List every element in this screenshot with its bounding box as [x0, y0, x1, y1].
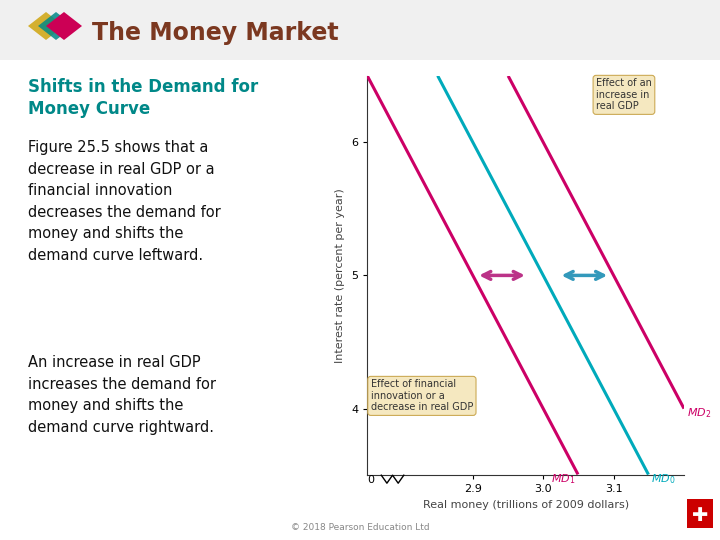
Polygon shape [28, 12, 64, 40]
Text: ✚: ✚ [692, 506, 708, 525]
Text: $MD_1$: $MD_1$ [552, 472, 576, 485]
Text: 0: 0 [367, 475, 374, 485]
Text: The Money Market: The Money Market [92, 21, 338, 45]
Bar [0, 0, 720, 60]
Text: $MD_2$: $MD_2$ [687, 406, 711, 420]
Polygon shape [38, 12, 74, 40]
Text: Effect of an
increase in
real GDP: Effect of an increase in real GDP [596, 78, 652, 111]
Text: +: + [690, 501, 711, 525]
Text: © 2018 Pearson Education Ltd: © 2018 Pearson Education Ltd [291, 523, 429, 532]
Text: $MD_0$: $MD_0$ [652, 472, 676, 485]
Text: Shifts in the Demand for
Money Curve: Shifts in the Demand for Money Curve [28, 78, 258, 118]
Text: Figure 25.5 shows that a
decrease in real GDP or a
financial innovation
decrease: Figure 25.5 shows that a decrease in rea… [28, 140, 221, 263]
Text: An increase in real GDP
increases the demand for
money and shifts the
demand cur: An increase in real GDP increases the de… [28, 355, 216, 435]
Y-axis label: Interest rate (percent per year): Interest rate (percent per year) [336, 188, 346, 363]
Text: Effect of financial
innovation or a
decrease in real GDP: Effect of financial innovation or a decr… [371, 379, 473, 413]
X-axis label: Real money (trillions of 2009 dollars): Real money (trillions of 2009 dollars) [423, 500, 629, 510]
Polygon shape [46, 12, 82, 40]
